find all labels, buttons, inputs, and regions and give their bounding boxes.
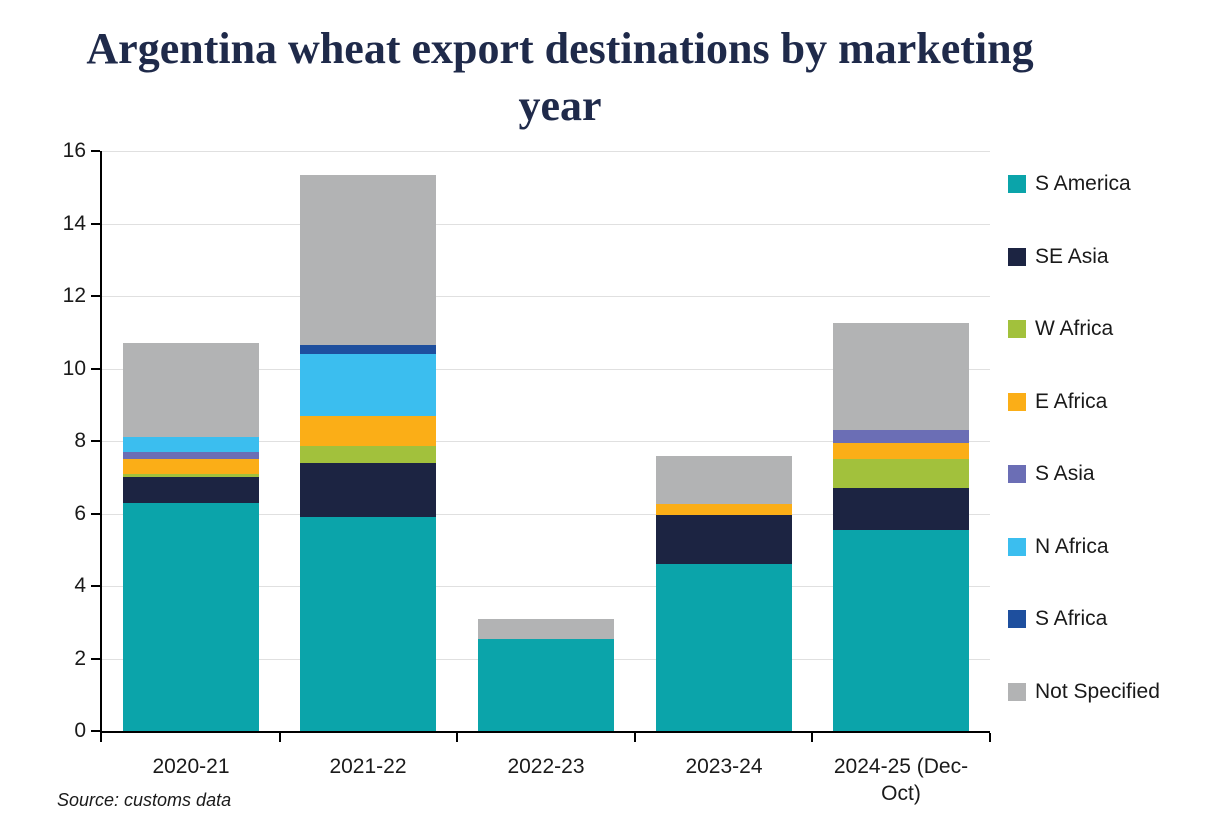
- x-label-2023-24: 2023-24: [685, 755, 763, 778]
- x-label-2020-21: 2020-21: [152, 755, 230, 778]
- legend-swatch-W Africa: [1008, 320, 1026, 339]
- legend-swatch-E Africa: [1008, 392, 1026, 411]
- bar-2023-24: [656, 151, 792, 731]
- y-tick-mark-2: [91, 657, 100, 660]
- x-tick-mark-2: [456, 733, 458, 742]
- legend: S America SE Asia W Africa E Africa S Asia N …: [1008, 172, 1223, 704]
- bar-2022-23: [478, 151, 614, 731]
- y-tick-label-4: 4: [74, 574, 86, 597]
- bar-segment-2020-21-Not Specified: [123, 343, 259, 438]
- y-tick-mark-10: [91, 367, 100, 370]
- x-label-2022-23: 2022-23: [507, 755, 585, 778]
- bar-segment-2021-22-S Africa: [300, 344, 436, 354]
- y-tick-mark-4: [91, 585, 100, 587]
- x-tick-mark-3: [634, 733, 636, 742]
- bar-segment-2021-22-S America: [300, 517, 436, 731]
- legend-item-Not Specified: Not Specified: [1008, 680, 1223, 704]
- bar-segment-2020-21-W Africa: [123, 473, 259, 478]
- x-tick-mark-5: [989, 733, 991, 742]
- legend-label-SE Asia: SE Asia: [1035, 244, 1109, 268]
- y-tick-label-8: 8: [74, 429, 86, 452]
- y-tick-label-6: 6: [74, 501, 86, 525]
- bar-segment-2023-24-SE Asia: [656, 515, 792, 565]
- chart-title: Argentina wheat export destinations by m…: [86, 24, 1034, 130]
- legend-item-S America: S America: [1008, 172, 1223, 196]
- legend-label-Not Specified: Not Specified: [1035, 679, 1160, 703]
- bar-segment-2020-21-SE Asia: [123, 477, 259, 503]
- bar-2020-21: [123, 151, 259, 731]
- legend-swatch-S Africa: [1008, 610, 1026, 629]
- legend-item-W Africa: W Africa: [1008, 317, 1223, 341]
- legend-swatch-Not Specified: [1008, 682, 1026, 701]
- bar-segment-2021-22-E Africa: [300, 415, 436, 447]
- y-tick-mark-0: [91, 730, 100, 732]
- bar-segment-2021-22-W Africa: [300, 446, 436, 463]
- plot-area: 2020-21 2021-22 2022-23 2023-24 2024-25 (Dec…: [100, 151, 991, 805]
- legend-label-E Africa: E Africa: [1035, 389, 1108, 413]
- y-tick-mark-14: [91, 222, 100, 225]
- y-tick-mark-16: [91, 150, 100, 152]
- bar-segment-2020-21-S Asia: [123, 451, 259, 460]
- bar-segment-2020-21-S America: [123, 502, 259, 731]
- bar-2021-22: [300, 151, 436, 731]
- x-label-2021-22: 2021-22: [329, 755, 407, 778]
- bar-segment-2024-25 (Dec-Oct)-W Africa: [833, 459, 969, 489]
- gridline-y-12: [102, 296, 990, 297]
- legend-label-N Africa: N Africa: [1035, 534, 1109, 558]
- gridline-y-6: [102, 513, 990, 515]
- legend-item-S Africa: S Africa: [1008, 607, 1223, 631]
- bar-segment-2024-25 (Dec-Oct)-SE Asia: [833, 488, 969, 530]
- y-tick-label-14: 14: [62, 211, 86, 235]
- x-tick-mark-4: [811, 733, 813, 742]
- gridline-y-10: [102, 368, 990, 370]
- legend-item-E Africa: E Africa: [1008, 390, 1223, 414]
- bar-segment-2024-25 (Dec-Oct)-E Africa: [833, 442, 969, 460]
- bar-segment-2020-21-N Africa: [123, 437, 259, 452]
- legend-swatch-N Africa: [1008, 537, 1026, 556]
- bar-segment-2020-21-E Africa: [123, 459, 259, 474]
- legend-swatch-SE Asia: [1008, 247, 1026, 266]
- legend-label-S America: S America: [1035, 172, 1131, 195]
- y-tick-label-10: 10: [62, 356, 86, 380]
- x-tick-mark-1: [279, 733, 281, 742]
- bar-segment-2022-23-S America: [478, 638, 614, 731]
- bar-2024-25 (Dec-Oct): [833, 151, 969, 731]
- y-tick-mark-8: [91, 440, 100, 442]
- legend-label-S Africa: S Africa: [1035, 607, 1108, 631]
- legend-item-SE Asia: SE Asia: [1008, 245, 1223, 269]
- y-axis-labels: 0 2 4 6 8 10 12 14 16: [18, 139, 86, 742]
- y-tick-label-12: 12: [62, 284, 86, 307]
- y-tick-mark-12: [91, 295, 100, 297]
- legend-item-S Asia: S Asia: [1008, 462, 1223, 486]
- bar-segment-2021-22-N Africa: [300, 354, 436, 416]
- x-tick-mark-0: [100, 733, 102, 742]
- bar-segment-2023-24-S America: [656, 564, 792, 731]
- bar-segment-2021-22-Not Specified: [300, 174, 436, 345]
- y-tick-mark-6: [91, 512, 100, 515]
- legend-label-S Asia: S Asia: [1035, 462, 1095, 486]
- y-axis-ticks: [91, 150, 100, 732]
- bar-segment-2024-25 (Dec-Oct)-S America: [833, 529, 969, 731]
- gridline-y-14: [102, 223, 990, 225]
- x-label-2024-25 (Dec-Oct): 2024-25 (Dec-Oct): [833, 755, 969, 805]
- source-note: Source: customs data: [57, 790, 232, 810]
- legend-swatch-S America: [1008, 175, 1026, 193]
- y-tick-label-16: 16: [62, 139, 86, 162]
- bar-segment-2023-24-Not Specified: [656, 455, 792, 505]
- gridline-y-8: [102, 441, 990, 442]
- gridline-y-16: [102, 151, 990, 152]
- bar-segment-2022-23-Not Specified: [478, 618, 614, 639]
- legend-label-W Africa: W Africa: [1035, 317, 1114, 341]
- bar-segment-2021-22-SE Asia: [300, 462, 436, 518]
- legend-swatch-S Asia: [1008, 465, 1026, 484]
- legend-item-N Africa: N Africa: [1008, 535, 1223, 559]
- bar-segment-2023-24-E Africa: [656, 504, 792, 516]
- y-tick-label-0: 0: [74, 719, 86, 742]
- gridline-y-4: [102, 586, 990, 587]
- y-tick-label-2: 2: [74, 646, 86, 670]
- bar-segment-2024-25 (Dec-Oct)-Not Specified: [833, 323, 969, 431]
- bar-segment-2024-25 (Dec-Oct)-S Asia: [833, 430, 969, 443]
